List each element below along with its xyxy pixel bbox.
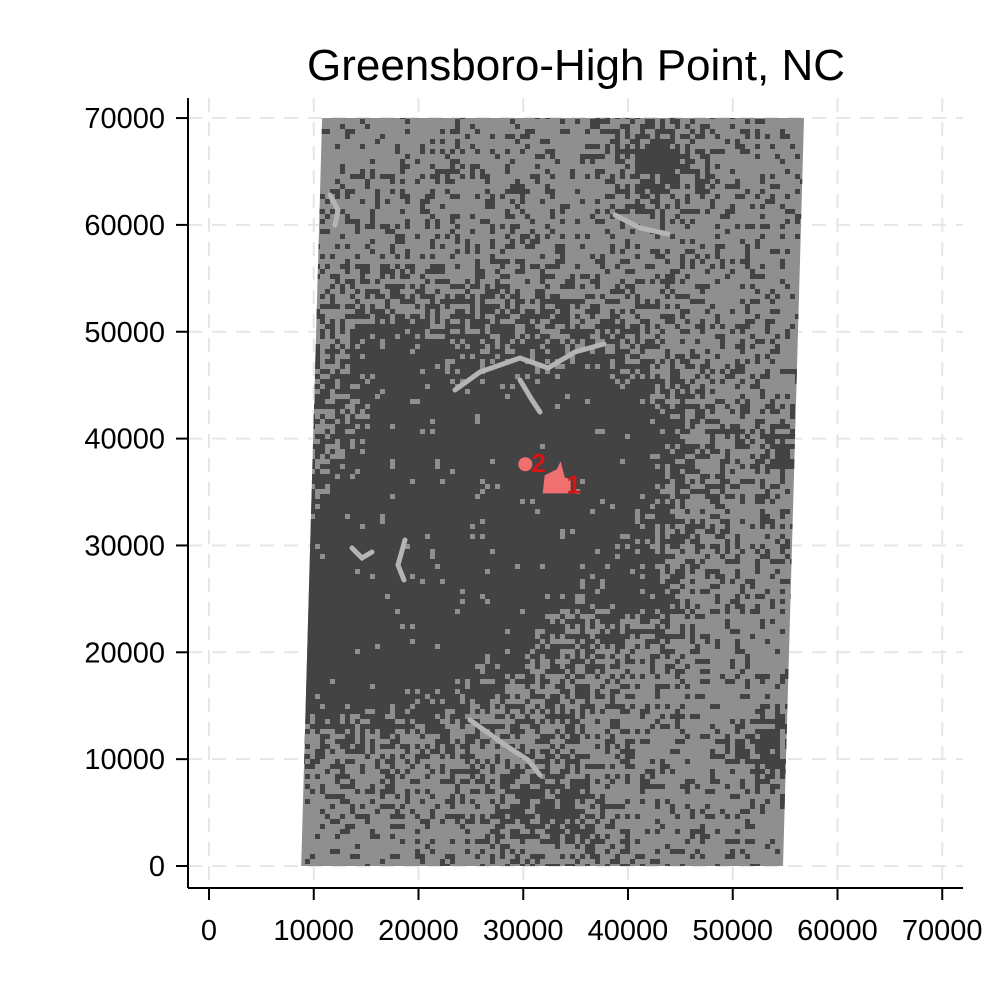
y-tick-label: 40000	[84, 424, 165, 456]
x-ticks: 0 10000 20000 30000 40000 50000 60000 70000	[201, 888, 983, 947]
y-tick-label: 30000	[84, 530, 165, 562]
x-tick-label: 70000	[902, 915, 983, 947]
y-tick-label: 20000	[84, 637, 165, 669]
x-tick-label: 50000	[692, 915, 773, 947]
x-tick-label: 0	[201, 915, 217, 947]
marker-2: 2	[518, 448, 546, 478]
y-ticks: 0 10000 20000 30000 40000 50000 60000 70000	[84, 103, 188, 883]
chart-title: Greensboro-High Point, NC	[307, 41, 845, 90]
markers: 12	[518, 448, 581, 499]
y-tick-label: 0	[149, 851, 165, 883]
axes	[187, 98, 963, 889]
x-tick-label: 10000	[273, 915, 354, 947]
y-tick-label: 60000	[84, 210, 165, 242]
y-tick-label: 10000	[84, 744, 165, 776]
y-tick-label: 50000	[84, 317, 165, 349]
x-tick-label: 60000	[797, 915, 878, 947]
marker-label: 1	[567, 469, 581, 499]
y-tick-label: 70000	[84, 103, 165, 135]
marker-1: 1	[542, 461, 581, 499]
x-tick-label: 40000	[588, 915, 669, 947]
marker-label: 2	[531, 448, 545, 478]
x-tick-label: 20000	[378, 915, 459, 947]
x-tick-label: 30000	[483, 915, 564, 947]
